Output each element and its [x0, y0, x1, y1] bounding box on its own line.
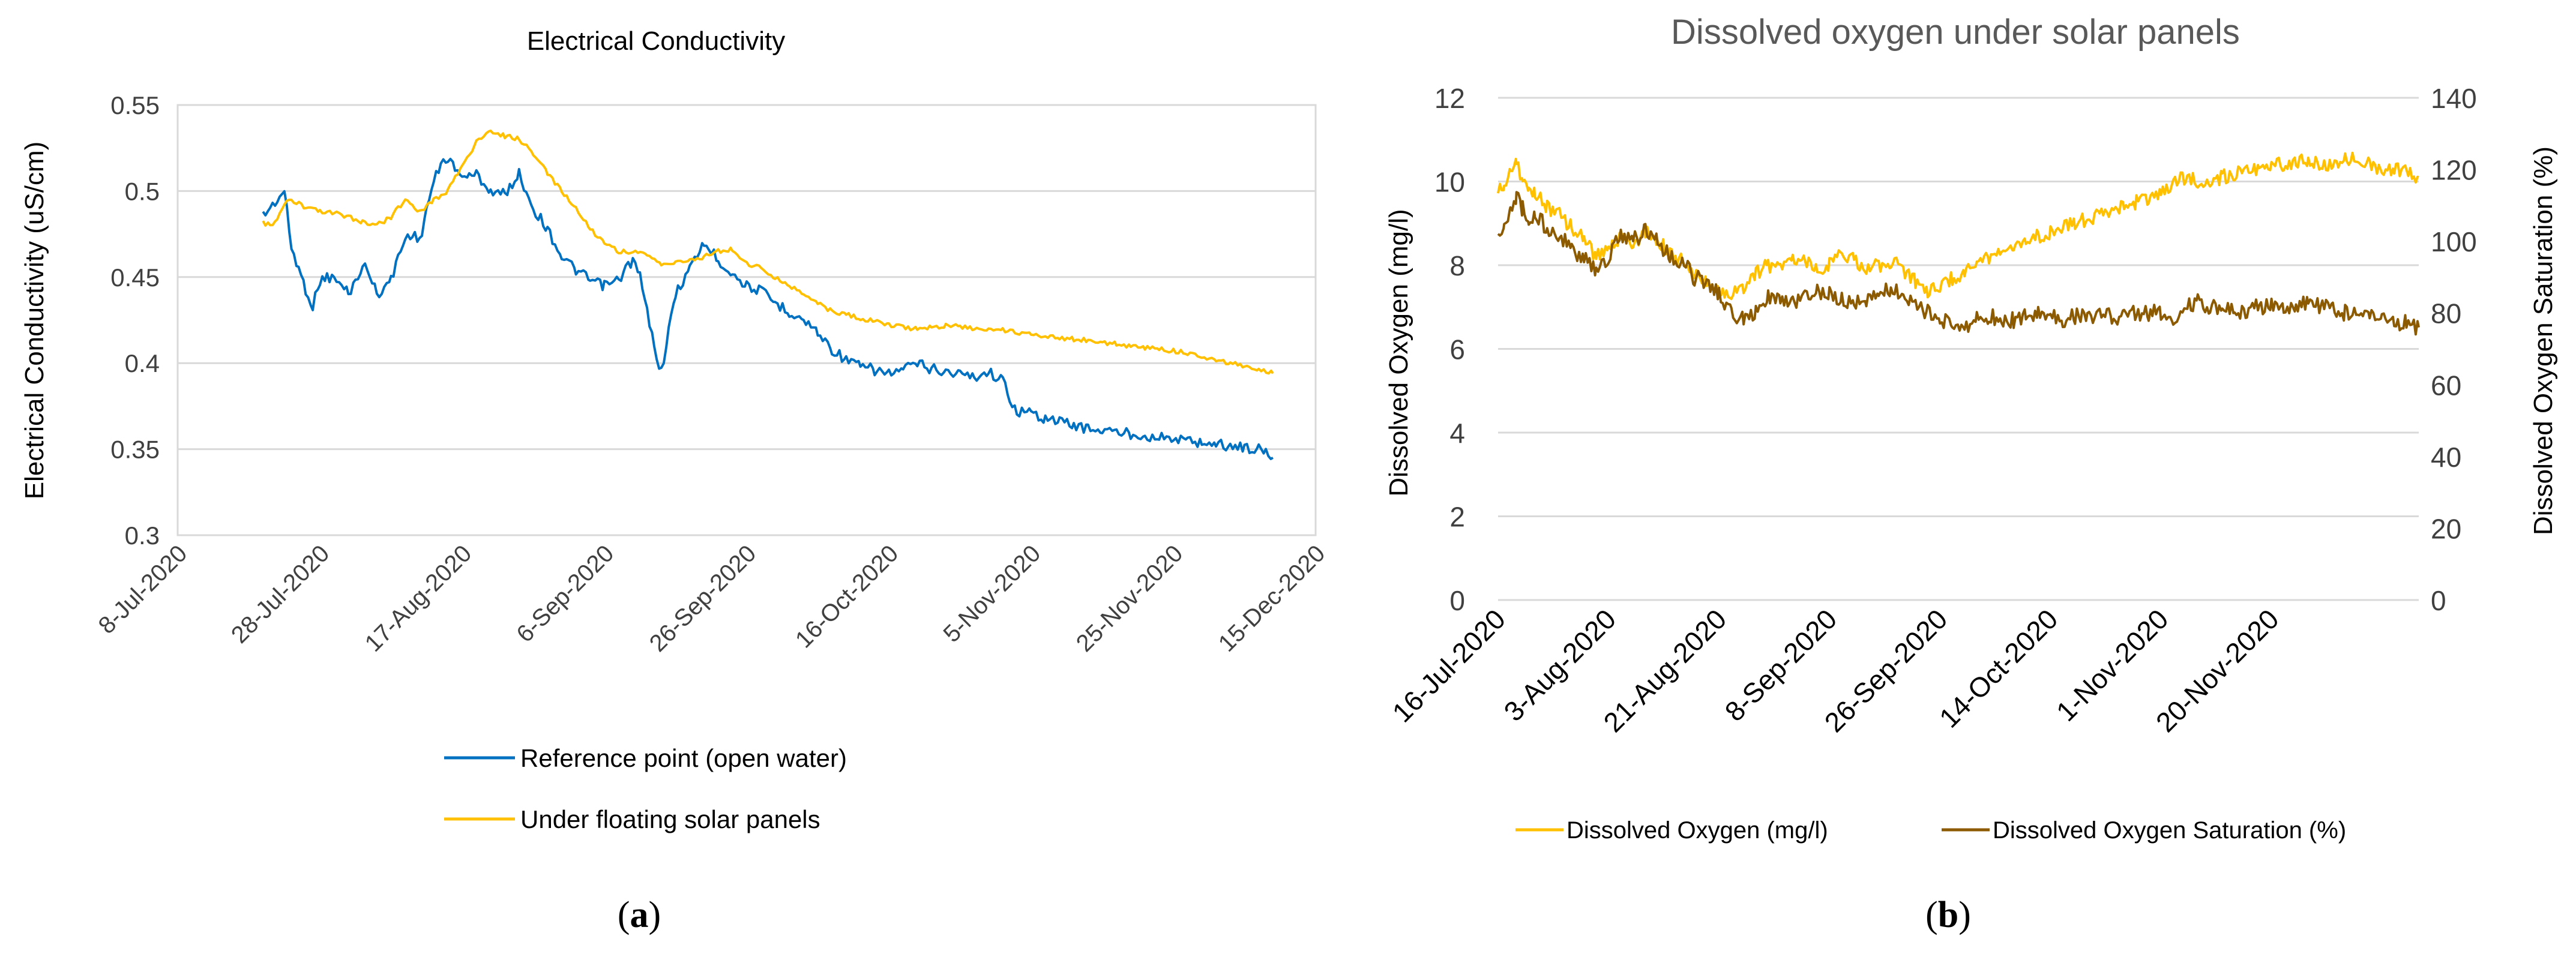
y-tick-label: 0 [1449, 585, 1465, 616]
legend-label-under-panels: Under floating solar panels [520, 805, 820, 833]
series-line-do-saturation [1497, 191, 2420, 336]
y-tick-label: 0.4 [125, 349, 160, 377]
panel-b-label: (b) [1925, 895, 1971, 935]
chart-a-legend: Reference point (open water) Under float… [444, 744, 847, 833]
chart-b-gridlines [1498, 97, 2419, 517]
x-tick-label: 8-Jul-2020 [94, 540, 193, 639]
chart-a-y-ticks: 0.3 0.35 0.4 0.45 0.5 0.55 [110, 91, 160, 550]
y2-tick-label: 80 [2431, 298, 2461, 329]
y-tick-label: 12 [1434, 83, 1465, 114]
x-tick-label: 17-Aug-2020 [360, 540, 477, 657]
chart-a: Electrical Conductivity 0.30.350.40.450.… [20, 26, 1330, 935]
series-line-dissolved-oxygen [1497, 151, 2419, 301]
y-tick-label: 4 [1449, 418, 1465, 449]
chart-b-y2-axis-label: Dissolved Oxygen Saturation (%) [2529, 146, 2558, 535]
chart-a-plot-area [176, 104, 1317, 536]
legend-label-reference: Reference point (open water) [520, 744, 847, 772]
chart-b-legend: Dissolved Oxygen (mg/l) Dissolved Oxygen… [1515, 817, 2346, 844]
x-tick-label: 6-Sep-2020 [511, 540, 619, 647]
x-tick-label: 25-Nov-2020 [1071, 540, 1188, 657]
y-tick-label: 0.45 [110, 263, 160, 292]
chart-b-y-ticks: 0 2 4 6 8 10 12 [1434, 83, 1465, 616]
y2-tick-label: 140 [2431, 83, 2477, 114]
x-tick-label: 1-Nov-2020 [2050, 603, 2174, 727]
series-line-under-panels [262, 129, 1274, 375]
y2-tick-label: 0 [2431, 585, 2446, 616]
y2-tick-label: 60 [2431, 370, 2461, 401]
chart-a-y-axis-label: Electrical Conductivity (uS/cm) [20, 142, 49, 500]
y-tick-label: 8 [1449, 250, 1465, 281]
y2-tick-label: 120 [2431, 155, 2477, 186]
chart-a-x-ticks: 8-Jul-2020 28-Jul-2020 17-Aug-2020 6-Sep-20… [94, 540, 1331, 657]
y-tick-label: 6 [1449, 334, 1465, 365]
panel-a-label: (a) [618, 895, 661, 935]
y-tick-label: 10 [1434, 167, 1465, 198]
x-tick-label: 26-Sep-2020 [645, 540, 762, 657]
chart-b-y2-ticks: 0 20 40 60 80 100 120 140 [2431, 83, 2477, 616]
y2-tick-label: 20 [2431, 513, 2461, 544]
x-tick-label: 16-Jul-2020 [1386, 603, 1512, 728]
chart-a-gridlines [178, 104, 1316, 536]
chart-a-series [262, 129, 1274, 460]
chart-b-x-ticks: 16-Jul-20203-Aug-202021-Aug-20208-Sep-20… [1386, 603, 2285, 738]
chart-b-y-axis-label: Dissolved Oxygen (mg/l) [1384, 209, 1413, 496]
x-tick-label: 16-Oct-2020 [790, 540, 903, 653]
chart-b: Dissolved oxygen under solar panels 0 2 4 6… [1384, 13, 2558, 935]
x-tick-label: 28-Jul-2020 [226, 540, 334, 648]
y-tick-label: 0.3 [125, 521, 160, 550]
y2-tick-label: 40 [2431, 442, 2461, 473]
chart-b-title: Dissolved oxygen under solar panels [1671, 13, 2240, 52]
legend-label-dos: Dissolved Oxygen Saturation (%) [1993, 817, 2346, 844]
y-tick-label: 0.5 [125, 177, 160, 205]
x-tick-label: 14-Oct-2020 [1933, 603, 2064, 734]
y-tick-label: 2 [1449, 502, 1465, 533]
series-line-reference [262, 157, 1274, 460]
x-tick-label: 5-Nov-2020 [938, 540, 1046, 647]
chart-b-series [1497, 151, 2420, 336]
y2-tick-label: 100 [2431, 226, 2477, 257]
y-tick-label: 0.55 [110, 91, 160, 119]
chart-a-title: Electrical Conductivity [527, 26, 785, 56]
x-tick-label: 8-Sep-2020 [1719, 603, 1843, 727]
x-tick-label: 15-Dec-2020 [1214, 540, 1331, 657]
legend-label-do: Dissolved Oxygen (mg/l) [1566, 817, 1828, 844]
y-tick-label: 0.35 [110, 436, 160, 464]
x-tick-label: 3-Aug-2020 [1497, 603, 1622, 727]
